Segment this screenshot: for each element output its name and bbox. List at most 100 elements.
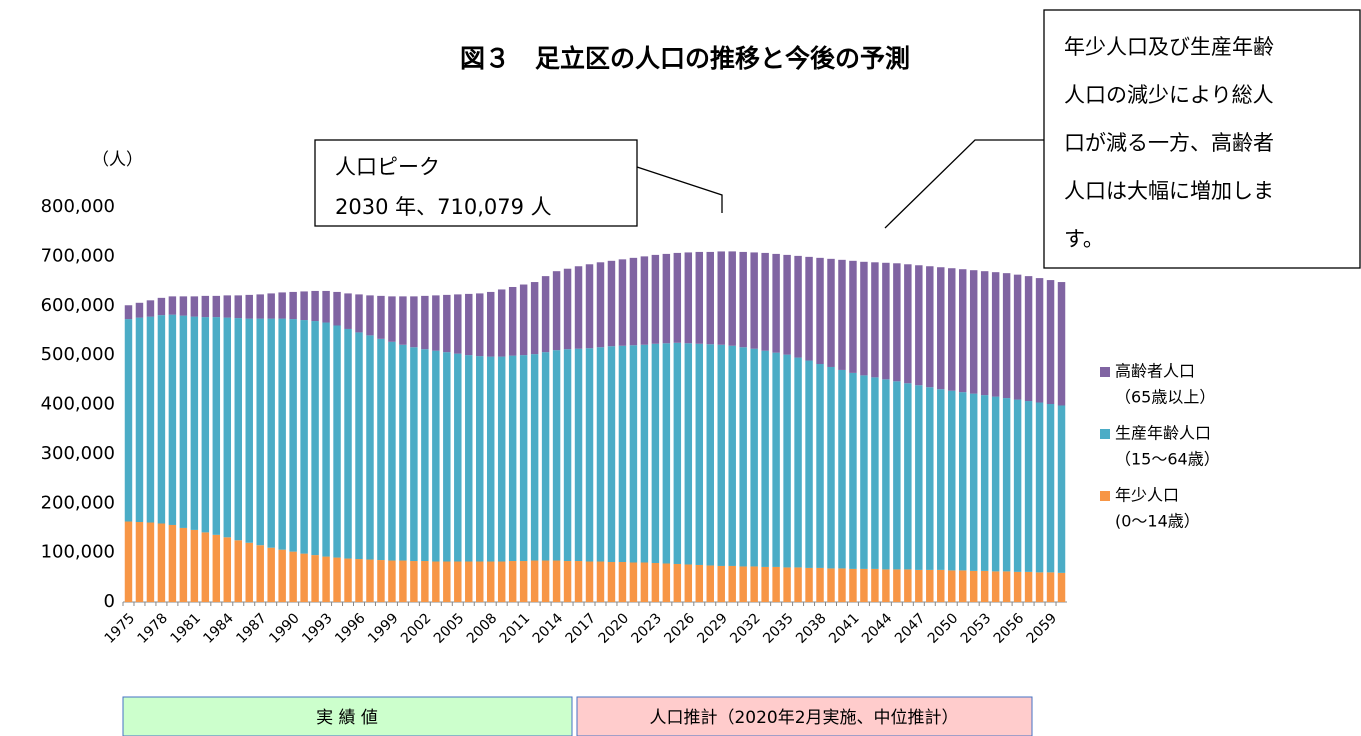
bar-segment xyxy=(530,354,539,561)
bar-segment xyxy=(904,569,912,602)
bar-segment xyxy=(519,284,528,356)
y-tick-label: 800,000 xyxy=(41,196,115,217)
bar-segment xyxy=(377,560,385,602)
bar-segment xyxy=(355,332,363,560)
bar-segment xyxy=(651,343,660,563)
bar-segment xyxy=(146,522,155,602)
x-tick-label: 2032 xyxy=(727,610,764,647)
bar-segment xyxy=(706,344,714,566)
annotation-text: す。 xyxy=(1064,227,1104,251)
x-tick-label: 2023 xyxy=(629,610,666,647)
bar-segment xyxy=(322,322,330,557)
annotation-text: 人口ピーク xyxy=(335,155,440,179)
callout-line xyxy=(636,166,723,213)
bar-segment xyxy=(234,318,242,541)
bar-segment xyxy=(355,559,363,602)
bar-segment xyxy=(1035,278,1044,403)
bar-segment xyxy=(772,352,780,567)
bar-segment xyxy=(695,564,704,602)
bar-segment xyxy=(486,356,495,562)
bar-segment xyxy=(893,569,901,602)
bar-segment xyxy=(893,263,901,382)
bar-segment xyxy=(212,295,221,318)
bar-segment xyxy=(519,561,528,602)
bar-segment xyxy=(267,318,275,548)
bar-segment xyxy=(991,396,1000,572)
bar-segment xyxy=(904,264,912,384)
bar-segment xyxy=(410,296,418,348)
bar-segment xyxy=(882,569,890,602)
bar-segment xyxy=(695,251,704,344)
bar-segment xyxy=(607,562,616,602)
bar-segment xyxy=(969,570,978,602)
bar-segment xyxy=(245,318,253,543)
bar-segment xyxy=(146,300,155,317)
bar-segment xyxy=(816,567,824,602)
bar-segment xyxy=(366,295,374,336)
bar-segment xyxy=(827,258,835,367)
bar-segment xyxy=(1046,572,1055,602)
y-tick-label: 700,000 xyxy=(41,245,115,266)
bar-segment xyxy=(421,561,429,602)
x-tick-label: 2026 xyxy=(661,610,698,647)
bar-segment xyxy=(432,561,440,602)
bar-segment xyxy=(728,251,736,346)
bar-segment xyxy=(223,317,232,538)
y-tick-label: 200,000 xyxy=(41,492,115,513)
bar-segment xyxy=(157,523,166,602)
bar-segment xyxy=(377,295,385,339)
bar-segment xyxy=(706,251,714,345)
bar-segment xyxy=(563,561,572,602)
bar-segment xyxy=(728,345,736,566)
y-tick-label: 600,000 xyxy=(41,295,115,316)
bar-segment xyxy=(816,257,824,365)
bar-segment xyxy=(662,343,671,564)
bar-segment xyxy=(388,341,396,561)
bar-segment xyxy=(607,346,616,563)
period-label: 実 績 値 xyxy=(316,708,378,728)
bar-segment xyxy=(486,561,495,602)
bar-segment xyxy=(673,342,682,564)
bar-segment xyxy=(783,254,791,355)
x-tick-label: 1990 xyxy=(266,610,303,647)
bar-segment xyxy=(541,352,550,561)
bar-segment xyxy=(497,561,506,602)
bar-segment xyxy=(926,569,934,602)
bar-segment xyxy=(486,291,495,357)
bar-segment xyxy=(969,393,978,571)
bar-segment xyxy=(278,549,286,602)
bar-segment xyxy=(1057,405,1066,573)
bar-segment xyxy=(322,556,330,602)
bar-segment xyxy=(706,565,714,602)
bar-segment xyxy=(256,545,264,602)
bar-segment xyxy=(794,567,802,602)
bar-segment xyxy=(300,320,308,554)
x-tick-label: 2056 xyxy=(991,610,1028,647)
bar-segment xyxy=(135,302,144,318)
bar-segment xyxy=(322,290,330,323)
bar-segment xyxy=(684,252,693,344)
bar-segment xyxy=(871,377,879,569)
x-tick-label: 2002 xyxy=(398,610,435,647)
bar-segment xyxy=(991,272,1000,397)
bar-segment xyxy=(157,297,166,316)
x-tick-label: 2029 xyxy=(694,610,731,647)
bar-segment xyxy=(871,568,879,602)
bar-segment xyxy=(421,295,429,350)
bar-segment xyxy=(497,289,506,357)
x-tick-label: 2014 xyxy=(530,610,567,647)
bar-segment xyxy=(618,345,627,563)
bar-segment xyxy=(333,291,341,326)
bar-segment xyxy=(739,347,747,567)
bar-segment xyxy=(508,286,517,356)
bar-segment xyxy=(476,356,484,562)
bar-segment xyxy=(948,570,956,602)
bar-segment xyxy=(146,316,155,523)
legend-sublabel: （65歳以上） xyxy=(1115,388,1215,407)
x-tick-label: 1996 xyxy=(332,610,369,647)
bar-segment xyxy=(684,343,693,565)
y-tick-label: 100,000 xyxy=(41,542,115,563)
bar-segment xyxy=(377,338,385,561)
bar-segment xyxy=(805,567,813,602)
bar-segment xyxy=(289,551,297,602)
